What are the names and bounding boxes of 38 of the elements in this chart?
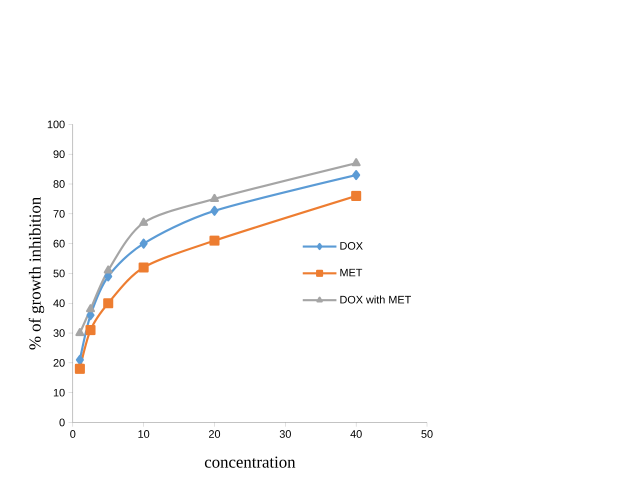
y-tick-label: 20: [54, 358, 65, 366]
point: [85, 324, 96, 335]
point: [104, 265, 113, 274]
y-tick-label: 80: [53, 180, 65, 188]
y-tick-label: 10: [54, 388, 65, 396]
point: [209, 235, 220, 246]
legend-label: MET: [340, 268, 362, 276]
point: [139, 218, 148, 226]
y-tick-label: 90: [54, 150, 65, 158]
y-tick-label: 50: [53, 269, 65, 278]
point: [75, 328, 84, 336]
point: [103, 298, 114, 308]
y-axis-title: % of growth inhibition: [28, 196, 44, 350]
point: [210, 194, 219, 202]
y-tick-label: 100: [48, 120, 65, 128]
x-tick-label: 50: [421, 430, 433, 438]
x-tick-label: 40: [350, 430, 362, 438]
point: [352, 170, 360, 180]
point: [210, 206, 219, 216]
y-tick-label: 30: [53, 329, 65, 337]
y-tick-label: 0: [59, 418, 65, 426]
x-tick-label: 20: [208, 430, 220, 438]
y-tick-label: 40: [53, 299, 65, 307]
x-tick-label: 30: [280, 430, 291, 438]
point: [74, 364, 85, 374]
y-tick-label: 70: [54, 210, 65, 218]
legend-label: DOX: [340, 242, 363, 250]
point: [86, 304, 96, 312]
x-tick-label: 0: [70, 430, 76, 438]
point: [351, 190, 362, 201]
point: [138, 262, 149, 272]
point: [140, 238, 148, 248]
point: [76, 354, 84, 365]
legend-label: DOX with MET: [340, 295, 411, 304]
x-axis-title: concentration: [204, 456, 296, 468]
point: [352, 158, 361, 166]
x-tick-label: 10: [138, 430, 150, 438]
y-tick-label: 60: [54, 240, 65, 248]
